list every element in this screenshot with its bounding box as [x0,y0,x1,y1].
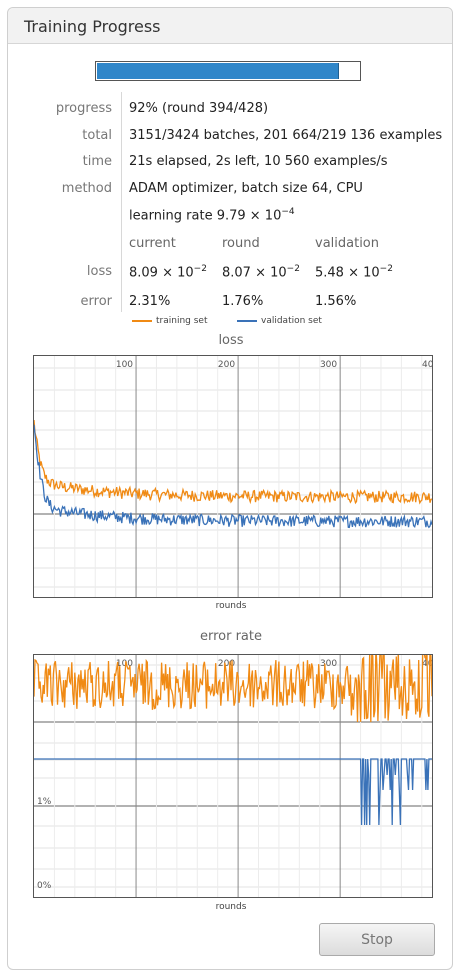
legend-training: training set [132,316,207,326]
legend-validation-swatch [237,319,257,322]
x-tick-label: 300 [320,360,337,370]
stop-button[interactable]: Stop [319,923,435,956]
learning-rate-value: learning rate 9.79 × 10−4 [129,207,295,224]
y-tick-label: 0% [37,881,52,891]
loss-series-0 [34,419,432,505]
loss-chart: 100 200 300 400 [33,355,433,598]
error-validation: 1.56% [315,294,357,309]
total-label: total [82,128,112,143]
error-round: 1.76% [222,294,264,309]
error-chart-svg: 1002003004001%0% [34,655,432,897]
x-tick-label: 100 [116,659,133,669]
method-label: method [61,181,112,196]
error-series-training [34,655,432,723]
x-tick-label: 100 [116,360,133,370]
x-tick-label: 300 [320,659,337,669]
loss-round: 8.07 × 10−2 [222,264,300,281]
col-header-current: current [129,236,176,251]
loss-chart-svg: 100 200 300 400 [34,356,432,597]
progress-bar [95,61,361,81]
progress-value: 92% (round 394/428) [129,101,269,116]
panel-header: Training Progress [8,8,452,44]
x-tick-label: 200 [218,659,235,669]
loss-validation: 5.48 × 10−2 [315,264,393,281]
training-progress-panel: Training Progress progress 92% (round 39… [7,7,453,970]
total-value: 3151/3424 batches, 201 664/219 136 examp… [129,128,443,143]
progress-bar-fill [97,63,340,79]
error-chart-xlabel: rounds [215,902,247,912]
error-chart: 1002003004001%0% [33,654,433,898]
panel-title: Training Progress [24,17,161,36]
stats-divider [121,92,122,312]
col-header-validation: validation [315,236,380,251]
error-chart-title: error rate [199,629,262,644]
col-header-round: round [222,236,260,251]
time-label: time [82,154,112,169]
error-label: error [80,294,112,309]
method-value: ADAM optimizer, batch size 64, CPU [129,181,363,196]
loss-chart-title: loss [218,333,244,348]
error-current: 2.31% [129,294,171,309]
time-value: 21s elapsed, 2s left, 10 560 examples/s [129,154,388,169]
loss-series-1 [34,424,432,529]
legend-validation: validation set [237,316,322,326]
progress-label: progress [55,101,112,116]
x-tick-label: 200 [218,360,235,370]
error-series-validation [34,758,432,826]
x-tick-label: 400 [422,360,432,370]
loss-chart-xlabel: rounds [215,601,247,611]
loss-current: 8.09 × 10−2 [129,264,207,281]
loss-label: loss [86,264,112,279]
y-tick-label: 1% [37,797,52,807]
legend-training-swatch [132,319,152,322]
